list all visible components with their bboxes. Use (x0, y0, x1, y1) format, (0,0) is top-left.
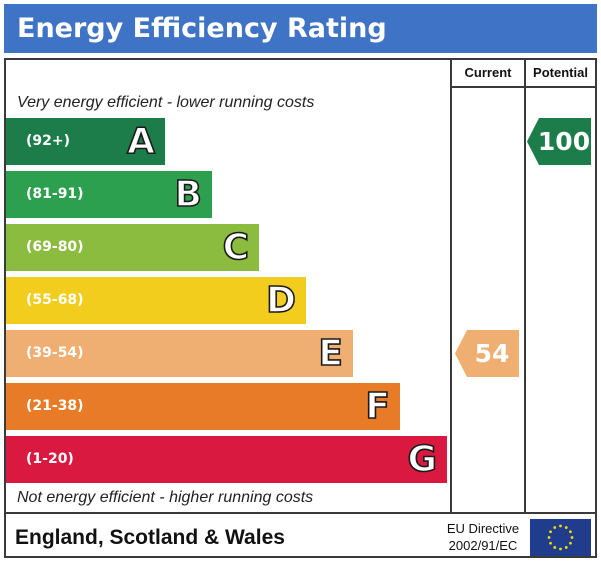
band-letter: F (365, 385, 391, 428)
rating-frame: Current Potential Very energy efficient … (4, 58, 597, 558)
eu-directive-line2: 2002/91/EC (448, 538, 518, 553)
eu-directive-line1: EU Directive (446, 521, 520, 536)
band-letter: G (407, 438, 438, 481)
eu-directive-label: EU Directive 2002/91/EC (439, 520, 527, 554)
band-f: (21-38) F (6, 383, 400, 430)
potential-column-header: Potential (533, 65, 588, 80)
band-e: (39-54) E (6, 330, 353, 377)
current-column-header: Current (464, 65, 512, 80)
band-letter: C (222, 226, 250, 269)
band-letter: A (126, 120, 155, 163)
eu-flag-icon (530, 519, 591, 556)
band-range-label: (55-68) (26, 292, 84, 308)
band-b: (81-91) B (6, 171, 212, 218)
footer-divider (6, 512, 595, 514)
band-range-label: (1-20) (26, 451, 74, 467)
band-range-label: (81-91) (26, 186, 84, 202)
potential-rating-arrow: 100 (527, 118, 591, 165)
potential-column-divider (524, 60, 526, 512)
column-header-divider (450, 86, 595, 88)
chart-title: Energy Efficiency Rating (4, 4, 597, 53)
band-a: (92+) A (6, 118, 165, 165)
band-d: (55-68) D (6, 277, 306, 324)
band-range-label: (21-38) (26, 398, 84, 414)
region-label: England, Scotland & Wales (15, 526, 285, 549)
band-letter: D (265, 279, 296, 322)
band-range-label: (69-80) (26, 239, 84, 255)
current-column-divider (450, 60, 452, 512)
top-note: Very energy efficient - lower running co… (17, 94, 315, 111)
band-range-label: (92+) (26, 133, 71, 149)
band-g: (1-20) G (6, 436, 447, 483)
band-letter: B (174, 173, 203, 216)
band-c: (69-80) C (6, 224, 259, 271)
band-letter: E (318, 332, 344, 375)
band-range-label: (39-54) (26, 345, 84, 361)
bottom-note: Not energy efficient - higher running co… (17, 489, 314, 506)
current-rating-arrow: 54 (455, 330, 519, 377)
